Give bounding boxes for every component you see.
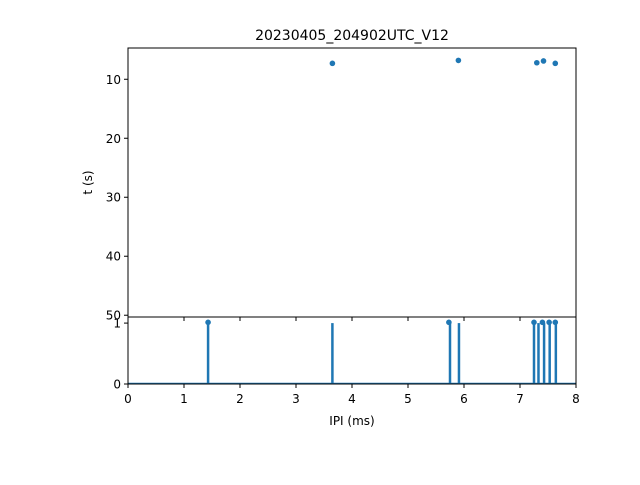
scatter-point-0 — [205, 319, 211, 326]
y-tick-label-20: 20 — [106, 132, 121, 146]
y-axis-ticks: 10 20 30 40 50 — [106, 73, 577, 323]
x-tick-label-3: 3 — [292, 392, 300, 406]
x-tick-label-2: 2 — [236, 392, 244, 406]
x-tick-label-5: 5 — [404, 392, 412, 406]
y-axis-ticks-bottom: 01 — [113, 317, 128, 392]
x-axis-ticks: 0 1 2 3 4 5 6 7 8 — [124, 384, 580, 406]
scatter-point-7 — [540, 58, 547, 64]
y-tick-label-50: 50 — [106, 309, 121, 323]
scatter-point-4 — [531, 319, 537, 326]
scatter-point-10 — [552, 60, 559, 67]
x-axis-label: IPI (ms) — [329, 414, 374, 428]
x-tick-label-7: 7 — [516, 392, 524, 406]
x-tick-label-6: 6 — [460, 392, 468, 406]
histogram-axes-frame — [127, 316, 577, 385]
y-tick-label-bottom-1: 1 — [113, 317, 121, 331]
y-tick-label-30: 30 — [106, 191, 121, 205]
chart-title: 20230405_204902UTC_V12 — [255, 28, 449, 44]
y-tick-label-bottom-0: 0 — [113, 378, 121, 392]
y-tick-label-10: 10 — [106, 73, 121, 87]
x-tick-label-1: 1 — [180, 392, 188, 406]
y-tick-label-40: 40 — [106, 250, 121, 264]
x-tick-label-8: 8 — [572, 392, 580, 406]
y-axis-label: t (s) — [81, 170, 95, 194]
scatter-point-5 — [534, 59, 540, 66]
x-tick-label-0: 0 — [124, 392, 132, 406]
x-tick-label-4: 4 — [348, 392, 356, 406]
scatter-point-1 — [329, 60, 336, 67]
scatter-point-3 — [455, 57, 462, 64]
